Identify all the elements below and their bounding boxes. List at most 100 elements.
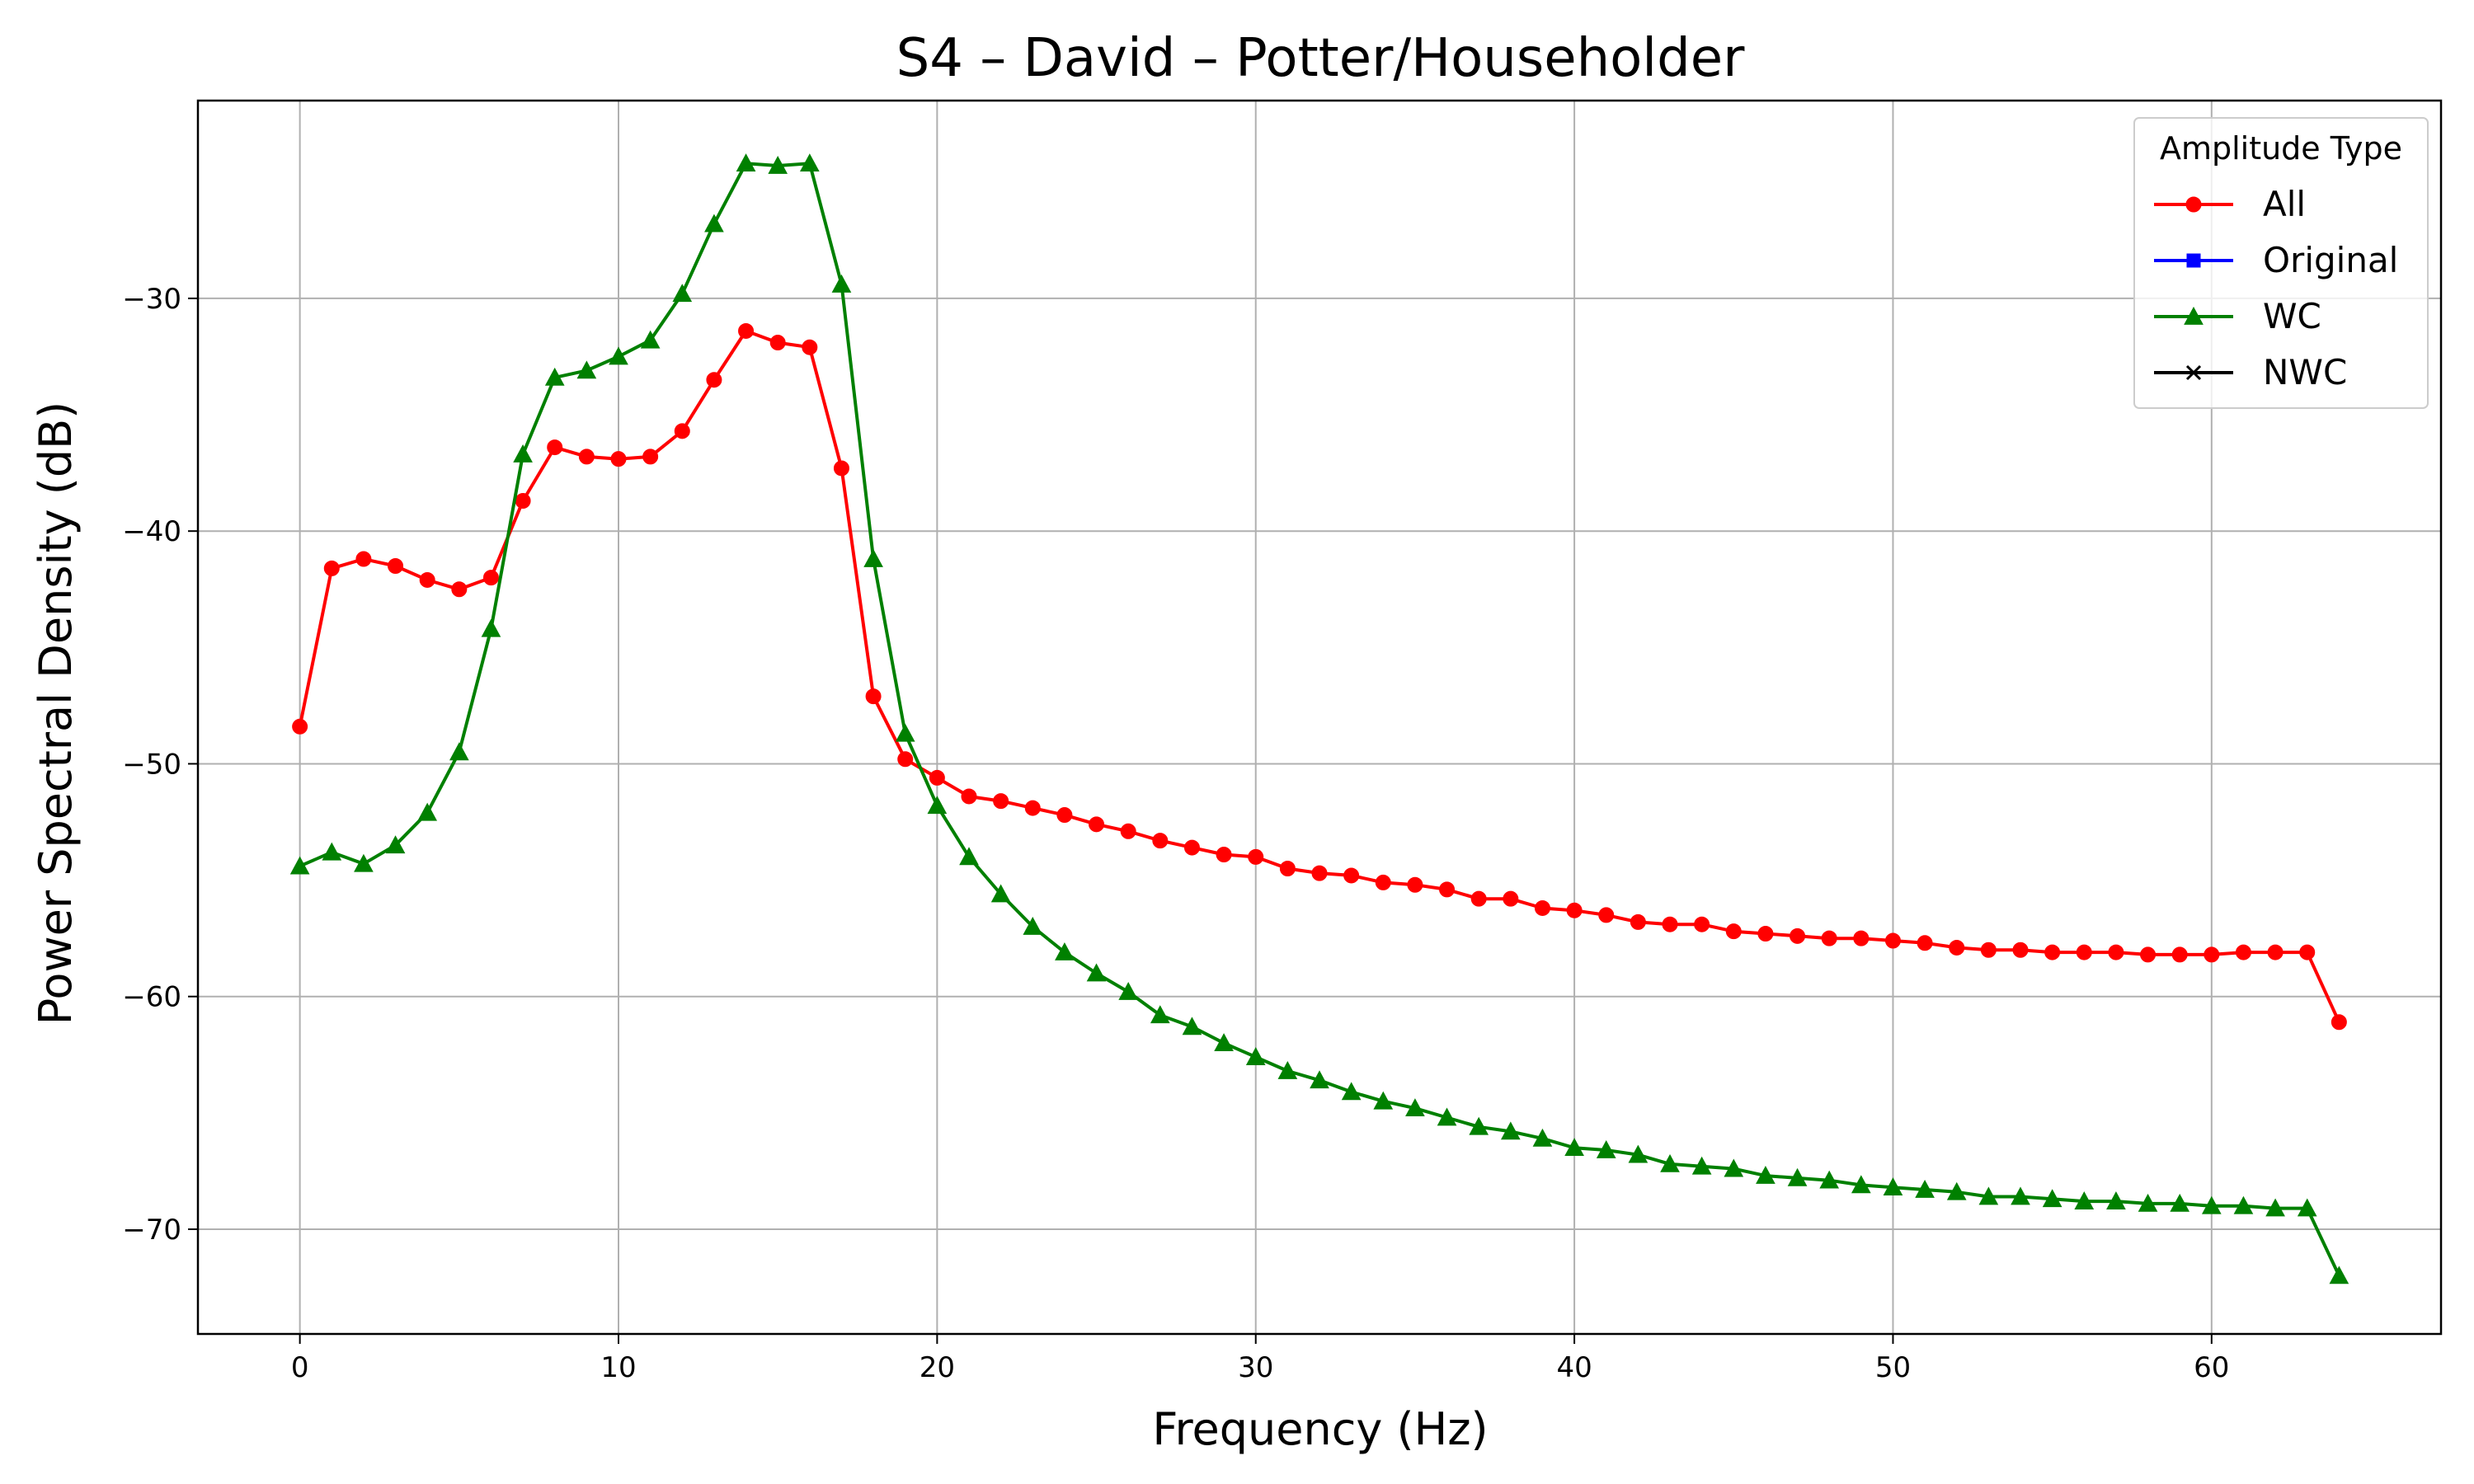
data-point-all	[1470, 890, 1487, 907]
data-point-all	[1439, 881, 1456, 898]
data-point-all	[1375, 874, 1391, 890]
data-point-all	[1853, 930, 1870, 946]
data-point-wc	[1946, 1181, 1967, 1200]
data-point-all	[388, 558, 404, 575]
y-axis-label: Power Spectral Density (dB)	[30, 402, 82, 1025]
data-point-wc	[704, 214, 724, 232]
data-point-all	[833, 460, 849, 477]
data-point-wc	[1628, 1144, 1649, 1163]
data-point-all	[419, 571, 435, 588]
data-point-wc	[2297, 1198, 2317, 1217]
data-point-all	[706, 372, 722, 388]
data-point-all	[738, 322, 755, 339]
data-point-wc	[1851, 1175, 1871, 1194]
y-tick-label: −40	[122, 515, 181, 548]
series-all	[292, 322, 2347, 1031]
data-point-all	[1630, 913, 1646, 930]
legend-marker-nwc	[2185, 364, 2202, 381]
legend-entry-wc: WC	[2154, 296, 2321, 336]
data-point-all	[1821, 930, 1837, 946]
data-point-wc	[736, 153, 756, 172]
legend-label-all: All	[2263, 184, 2306, 224]
data-point-all	[1534, 899, 1550, 916]
legend-entry-all: All	[2154, 184, 2306, 224]
data-point-wc	[1086, 963, 1107, 982]
data-point-wc	[1118, 982, 1139, 1000]
data-point-wc	[1437, 1107, 1457, 1126]
legend-entries: All Original WC NWC	[2154, 184, 2398, 392]
data-point-all	[1598, 907, 1615, 923]
legend-label-nwc: NWC	[2263, 352, 2347, 392]
x-tick-label: 20	[920, 1351, 955, 1384]
data-point-all	[1949, 939, 1965, 956]
data-point-wc	[2170, 1193, 2190, 1212]
legend-entry-original: Original	[2154, 240, 2398, 280]
data-point-wc	[672, 284, 693, 303]
x-axis-label: Frequency (Hz)	[1152, 1403, 1488, 1455]
data-point-wc	[417, 802, 438, 821]
data-point-all	[1152, 833, 1169, 849]
data-point-wc	[1341, 1082, 1362, 1101]
data-point-all	[1024, 800, 1041, 816]
data-point-all	[2140, 946, 2157, 963]
data-point-all	[2235, 944, 2251, 960]
data-point-wc	[863, 549, 883, 567]
data-point-all	[1790, 928, 1806, 944]
data-point-all	[1343, 867, 1360, 884]
data-point-wc	[640, 330, 661, 349]
y-tick-label: −50	[122, 748, 181, 781]
data-point-all	[769, 335, 786, 351]
data-point-all	[1407, 876, 1423, 893]
data-point-wc	[1756, 1166, 1776, 1184]
x-tick-label: 0	[291, 1351, 309, 1384]
data-point-wc	[354, 853, 374, 872]
data-point-all	[865, 688, 882, 705]
data-point-all	[1917, 935, 1933, 951]
data-point-wc	[481, 618, 501, 637]
data-point-all	[1694, 916, 1710, 932]
data-point-all	[547, 439, 563, 456]
chart-title: S4 – David – Potter/Householder	[896, 28, 1745, 89]
data-point-wc	[385, 835, 406, 854]
data-point-all	[2012, 942, 2029, 958]
data-point-wc	[2042, 1189, 2062, 1208]
data-point-wc	[1819, 1170, 1840, 1189]
legend-marker-wc	[2184, 306, 2204, 325]
data-point-all	[2299, 944, 2316, 960]
data-point-wc	[2201, 1195, 2222, 1214]
legend-title: Amplitude Type	[2160, 130, 2402, 167]
x-tick-label: 40	[1556, 1351, 1592, 1384]
data-point-all	[1183, 839, 1200, 856]
data-point-wc	[1405, 1098, 1425, 1117]
legend: Amplitude Type All Original WC NWC	[2133, 117, 2429, 409]
x-tick-label: 10	[600, 1351, 636, 1384]
data-point-all	[897, 751, 914, 768]
data-point-all	[2044, 944, 2061, 960]
y-tick-label: −30	[122, 283, 181, 316]
data-point-wc	[1310, 1070, 1329, 1089]
data-point-wc	[2138, 1193, 2158, 1212]
plot-frame	[196, 99, 2443, 1336]
data-point-wc	[1660, 1153, 1680, 1172]
data-point-wc	[2074, 1191, 2095, 1209]
data-point-all	[1120, 823, 1136, 839]
data-point-all	[1216, 847, 1232, 863]
x-tick-label: 50	[1875, 1351, 1911, 1384]
data-point-all	[610, 451, 627, 467]
series-layer	[289, 153, 2349, 1284]
data-point-wc	[2265, 1198, 2285, 1217]
data-point-all	[1884, 932, 1901, 949]
data-point-all	[1248, 848, 1264, 865]
data-point-wc	[1915, 1179, 1935, 1198]
data-point-all	[2171, 946, 2188, 963]
data-point-all	[451, 581, 468, 598]
data-point-all	[1279, 860, 1296, 876]
data-point-wc	[1978, 1186, 1999, 1205]
data-point-all	[1725, 923, 1742, 940]
legend-label-original: Original	[2263, 240, 2398, 280]
x-tick-label: 60	[2194, 1351, 2229, 1384]
data-point-all	[802, 339, 818, 355]
data-point-all	[323, 560, 340, 576]
